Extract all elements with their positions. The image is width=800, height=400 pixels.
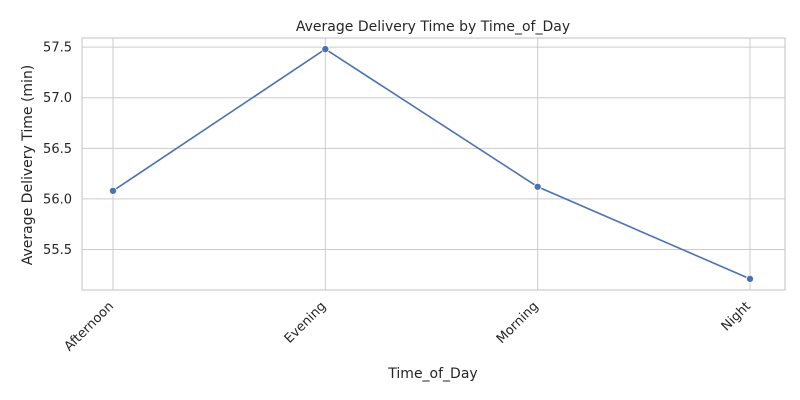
series-line (112, 48, 751, 280)
y-tick-label: 55.5 (43, 243, 72, 258)
y-axis-label: Average Delivery Time (min) (20, 65, 36, 266)
data-point-morning (533, 182, 542, 191)
data-point-night (746, 274, 755, 283)
y-tick-label: 56.0 (43, 192, 72, 207)
x-tick-labels: Afternoon Evening Morning Night (62, 299, 754, 354)
data-point-afternoon (109, 186, 118, 195)
x-tick-label: Evening (282, 299, 330, 347)
x-axis-label: Time_of_Day (387, 366, 477, 382)
plot-frame (81, 37, 786, 291)
series-layer (109, 45, 755, 283)
y-tick-label: 57.5 (43, 41, 72, 56)
y-tick-label: 57.0 (43, 91, 72, 106)
x-tick-label: Night (719, 299, 754, 334)
x-tick-label: Morning (494, 299, 542, 347)
y-tick-label: 56.5 (43, 142, 72, 157)
y-tick-labels: 55.5 56.0 56.5 57.0 57.5 (43, 41, 72, 258)
data-point-evening (321, 45, 330, 54)
x-tick-label: Afternoon (62, 299, 117, 354)
grid-lines (82, 38, 785, 290)
chart-title: Average Delivery Time by Time_of_Day (296, 19, 570, 35)
